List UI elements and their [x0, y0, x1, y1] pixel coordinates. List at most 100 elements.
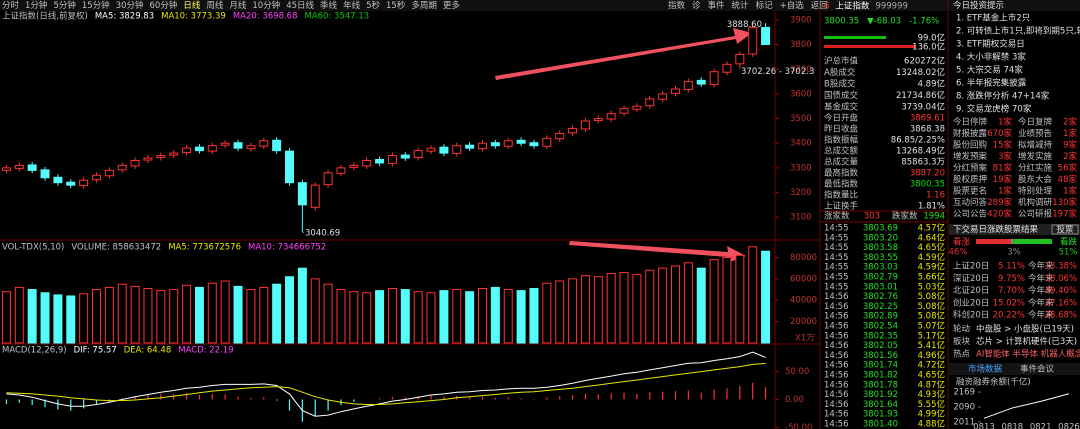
vote-bar — [976, 239, 1011, 244]
mini-line — [983, 393, 1070, 419]
y-tick-label: 2011 — [953, 417, 975, 427]
tick-time: 14:56 — [824, 390, 849, 400]
quote-title: 上证指数 — [835, 1, 870, 12]
arrow — [495, 28, 752, 80]
toolbar-tab[interactable]: 多周期 — [411, 0, 437, 11]
summary-label: A股成交 — [824, 67, 856, 78]
toolbar-tab[interactable]: 60分钟 — [150, 0, 178, 11]
grid-label: 股票更名 — [953, 186, 987, 197]
tick-volume: 4.64亿 — [918, 232, 945, 243]
toolbar-tab[interactable]: 日线 — [183, 0, 201, 11]
breadth: 1994 — [923, 212, 945, 222]
vote-button[interactable] — [1051, 224, 1079, 235]
volume-bar — [169, 289, 179, 344]
y-tick-label: 50.00 — [785, 367, 809, 377]
volume-bar — [182, 284, 192, 344]
stat-value: 85863.3万 — [901, 158, 945, 168]
tab[interactable]: 市场数据 — [968, 364, 1003, 375]
vote-pct: 3% — [1007, 248, 1021, 258]
indicator: VOLUME: 858633472 — [71, 243, 161, 253]
dea-line — [6, 363, 766, 405]
candle-body — [272, 139, 282, 152]
toolbar-tab[interactable]: 15分钟 — [82, 0, 110, 11]
grid-value: 81家 — [993, 163, 1013, 174]
vote-button-label[interactable]: 投票 — [1056, 224, 1074, 235]
axis-unit: X1万 — [795, 334, 815, 344]
toolbar-tab[interactable]: 标记 — [756, 0, 774, 11]
toolbar-tab[interactable]: 周线 — [206, 0, 224, 11]
toolbar-tab[interactable]: 事件 — [708, 0, 726, 11]
tip-item[interactable]: 1. ETF基金上市2只 — [956, 13, 1031, 24]
tip-item[interactable]: 6. 半年报完集披露 — [956, 78, 1027, 89]
tips-title: 今日投资提示 — [953, 0, 1004, 11]
toolbar-tab[interactable]: 5分钟 — [53, 0, 75, 11]
grid-value: 2家 — [1063, 151, 1077, 162]
tick-volume: 4.72亿 — [918, 360, 945, 371]
candle-body — [40, 169, 50, 179]
tick-price: 3801.74 — [863, 361, 898, 371]
toolbar-tab[interactable]: +自选 — [780, 0, 805, 11]
toolbar-tab[interactable]: 统计 — [732, 0, 750, 11]
y-tick-label: 3200 — [790, 188, 812, 198]
toolbar-tab[interactable]: 更多 — [443, 0, 461, 11]
toolbar-tab[interactable]: 指数 — [668, 0, 686, 11]
toolbar-tab[interactable]: 5秒 — [366, 0, 380, 11]
tip-item[interactable]: 3. ETF期权交易日 — [956, 39, 1025, 50]
summary-label: 沪总市值 — [824, 56, 859, 67]
stat-label: 最低指数 — [824, 179, 859, 190]
candle-body — [169, 152, 179, 156]
toolbar-tab[interactable]: 诊 — [692, 0, 701, 11]
index-value: 15.02% — [993, 298, 1025, 308]
candle-body — [529, 142, 539, 147]
candle-body — [14, 164, 24, 169]
tick-time: 14:55 — [824, 233, 849, 243]
candle-body — [593, 118, 603, 122]
candle-body — [362, 159, 372, 167]
indicator: MA5: 773672576 — [168, 243, 241, 253]
candle-body — [580, 120, 590, 130]
candle-body — [735, 53, 745, 65]
tick-price: 3801.93 — [863, 410, 898, 420]
toolbar-tab[interactable]: 1分钟 — [25, 0, 47, 11]
candle-body — [465, 144, 475, 149]
tick-volume: 5.08亿 — [918, 301, 945, 312]
tip-item[interactable]: 5. 大宗交易 74家 — [956, 65, 1023, 76]
grid-label: 特别处理 — [1018, 186, 1053, 197]
tip-item[interactable]: 8. 涨跌停分析 47+14家 — [956, 91, 1050, 102]
toolbar-tab[interactable]: 返回 — [811, 0, 828, 11]
dif-line — [6, 351, 766, 417]
tip-item[interactable]: 4. 大小非解禁 3家 — [956, 52, 1026, 63]
toolbar-tab[interactable]: 年线 — [343, 0, 361, 11]
volume-bar — [272, 283, 282, 344]
toolbar-tab[interactable]: 45日线 — [286, 0, 314, 11]
x-tick-label: 0821 — [1030, 423, 1052, 429]
candle-body — [336, 167, 346, 174]
index-value: 18.06% — [1045, 274, 1077, 284]
candle-body — [259, 140, 269, 147]
indicator: MA10: 3773.39 — [161, 12, 226, 22]
volume-bar — [542, 282, 552, 344]
stat-value: 13268.49亿 — [896, 146, 945, 157]
toolbar-tab[interactable]: 30分钟 — [116, 0, 144, 11]
tick-time: 14:55 — [824, 243, 849, 253]
candle-body — [722, 63, 732, 73]
tip-item[interactable]: 2. 可转债上市1只,即将到期5只,转 — [956, 26, 1080, 37]
y-tick-label: 3500 — [790, 114, 812, 124]
tab[interactable]: 事件会议 — [1020, 364, 1055, 375]
tip-item[interactable]: 9. 交易龙虎榜 70家 — [956, 104, 1032, 115]
breadth: 涨家数 — [824, 211, 850, 222]
tab-bg — [949, 363, 1080, 375]
toolbar-tab[interactable]: 10分钟 — [252, 0, 280, 11]
tick-volume: 5.03亿 — [918, 281, 945, 292]
volume-bar — [632, 274, 642, 344]
toolbar-tab[interactable]: 15秒 — [386, 0, 406, 11]
grid-label: 今日停牌 — [953, 117, 988, 128]
index-value: 7.70% — [998, 286, 1025, 296]
toolbar-tab[interactable]: 季线 — [320, 0, 338, 11]
toolbar-tab[interactable]: 月线 — [229, 0, 247, 11]
toolbar-tab[interactable]: 分时 — [2, 0, 20, 11]
volume-bar — [207, 282, 217, 344]
stat-label: 总成交额 — [824, 146, 859, 157]
grid-label: 拟增减持 — [1018, 140, 1053, 151]
